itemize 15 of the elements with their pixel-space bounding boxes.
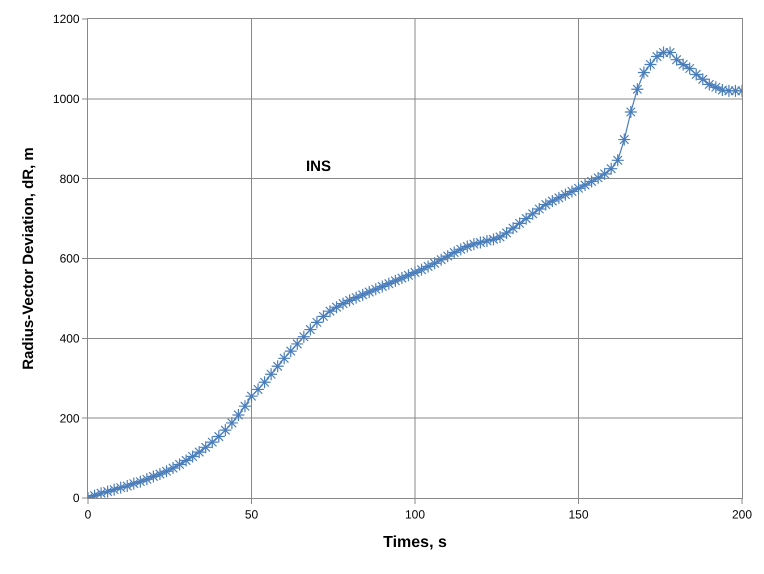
y-tick-label: 0	[72, 491, 80, 506]
annotation: INS	[306, 158, 332, 175]
y-tick-label: 1000	[52, 92, 80, 106]
y-tick-label: 1200	[52, 12, 80, 26]
x-tick-label: 0	[84, 507, 92, 522]
x-tick-label: 100	[404, 507, 426, 522]
y-axis-title: Radius-Vector Deviation, dR, m	[20, 147, 38, 370]
x-tick-label: 150	[568, 507, 589, 522]
y-tick-label: 200	[60, 411, 80, 426]
y-tick-label: 400	[60, 332, 80, 346]
y-tick-label: 600	[60, 252, 80, 266]
y-tick-label: 800	[60, 172, 80, 186]
x-tick-label: 200	[732, 507, 752, 522]
x-tick-label: 50	[244, 507, 258, 522]
x-axis-title: Times, s	[383, 534, 447, 552]
